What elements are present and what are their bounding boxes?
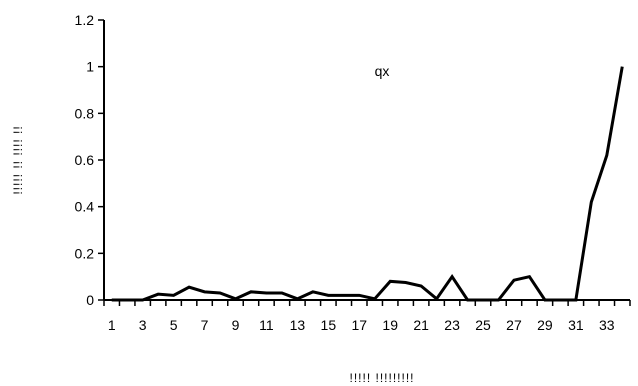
x-tick-label: 3 — [139, 317, 147, 333]
y-axis: 0 0.2 0.4 0.6 0.8 1 1.2 — [75, 12, 105, 308]
x-tick-label: 21 — [413, 317, 429, 333]
y-tick-label: 0.2 — [75, 245, 95, 261]
x-tick-label: 15 — [321, 317, 337, 333]
x-axis-title: !!!!! !!!!!!!!! — [349, 371, 414, 385]
x-tick-label: 11 — [259, 317, 274, 333]
y-tick-label: 0.4 — [75, 199, 95, 215]
chart-title: qx — [375, 63, 390, 79]
y-tick-label: 0 — [86, 292, 94, 308]
x-tick-label: 29 — [537, 317, 553, 333]
x-tick-label: 1 — [108, 317, 116, 333]
x-tick-label: 25 — [475, 317, 491, 333]
y-tick-label: 1 — [86, 59, 94, 75]
x-tick-label: 17 — [351, 317, 367, 333]
x-tick-label: 19 — [382, 317, 398, 333]
y-tick-label: 0.6 — [75, 152, 95, 168]
x-axis: 1 3 5 7 9 11 13 15 17 19 21 23 25 27 29 31 33 — [103, 299, 631, 333]
x-tick-label: 33 — [599, 317, 615, 333]
y-axis-title: !!!!! !! !!!! !! — [11, 125, 25, 194]
y-tick-label: 1.2 — [75, 12, 95, 28]
x-tick-label: 9 — [232, 317, 240, 333]
x-tick-label: 5 — [170, 317, 178, 333]
x-tick-label: 31 — [568, 317, 584, 333]
series-line — [111, 66, 624, 302]
x-tick-label: 27 — [506, 317, 522, 333]
x-tick-label: 13 — [290, 317, 306, 333]
x-tick-label: 7 — [201, 317, 209, 333]
x-tick-label: 23 — [444, 317, 460, 333]
series-group — [111, 66, 624, 302]
y-tick-label: 0.8 — [75, 105, 95, 121]
